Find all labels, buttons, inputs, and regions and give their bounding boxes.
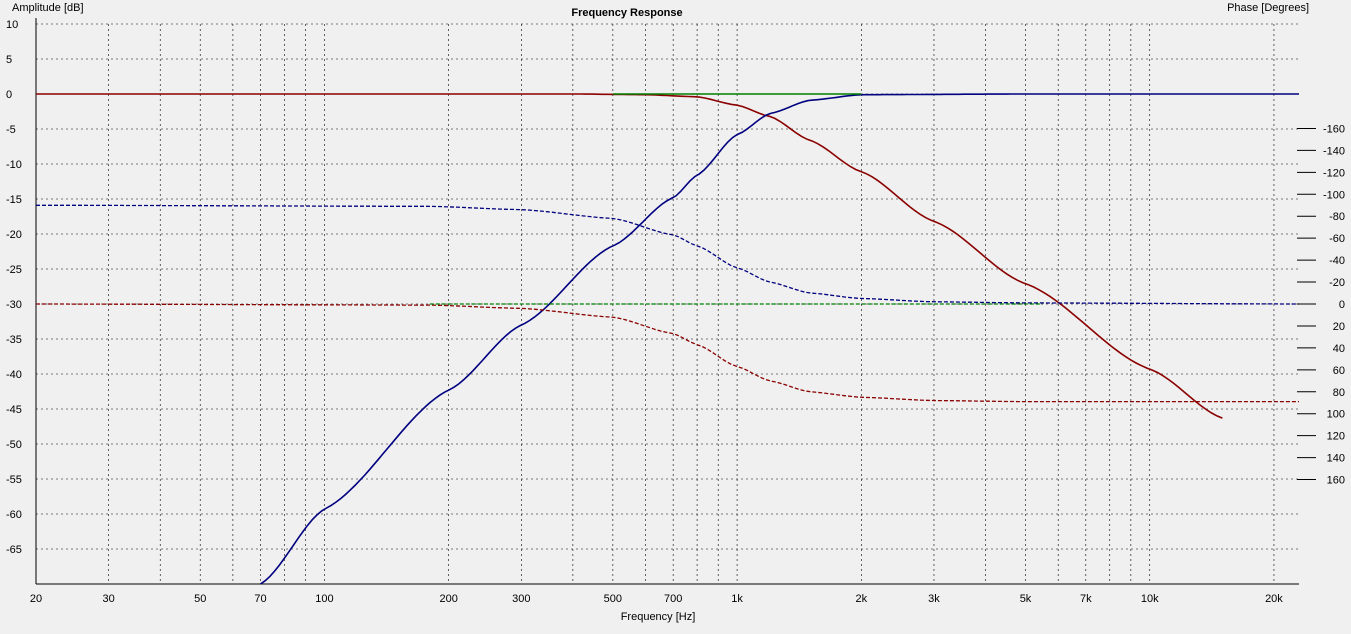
series-line-5 — [36, 204, 1299, 305]
y2-tick-label: 60 — [1333, 365, 1345, 377]
x-tick-label: 70 — [254, 593, 266, 605]
y-tick-label: -10 — [6, 159, 22, 171]
x-tick-label: 10k — [1141, 593, 1159, 605]
y2-tick-label: -140 — [1323, 145, 1345, 157]
y2-tick-label: 80 — [1333, 387, 1345, 399]
y-tick-label: -60 — [6, 509, 22, 521]
x-tick-label: 300 — [512, 593, 530, 605]
chart-title: Frequency Response — [571, 7, 682, 19]
y-tick-label: -55 — [6, 474, 22, 486]
y-axis-label: Amplitude [dB] — [12, 2, 84, 14]
y2-tick-label: -40 — [1329, 255, 1345, 267]
y-tick-label: -65 — [6, 544, 22, 556]
y2-tick-label: 160 — [1327, 475, 1345, 487]
y2-tick-label: 100 — [1327, 409, 1345, 421]
y-tick-label: -25 — [6, 264, 22, 276]
x-tick-label: 2k — [855, 593, 867, 605]
x-tick-label: 20 — [30, 593, 42, 605]
y-tick-label: 5 — [6, 54, 12, 66]
series-line-2 — [260, 93, 1299, 584]
x-tick-label: 5k — [1020, 593, 1032, 605]
x-tick-label: 100 — [315, 593, 333, 605]
y-tick-label: -35 — [6, 334, 22, 346]
x-tick-label: 3k — [928, 593, 940, 605]
y2-tick-label: -80 — [1329, 211, 1345, 223]
y2-tick-label: 20 — [1333, 321, 1345, 333]
y-tick-label: -30 — [6, 299, 22, 311]
y2-tick-label: -160 — [1323, 123, 1345, 135]
series-line-1 — [36, 93, 1223, 419]
y-tick-label: -5 — [6, 124, 16, 136]
y-tick-label: -15 — [6, 194, 22, 206]
y-tick-label: -45 — [6, 404, 22, 416]
y-tick-label: -40 — [6, 369, 22, 381]
x-tick-label: 700 — [664, 593, 682, 605]
y2-tick-label: 40 — [1333, 343, 1345, 355]
y2-tick-label: -100 — [1323, 189, 1345, 201]
x-tick-label: 30 — [103, 593, 115, 605]
x-tick-label: 20k — [1265, 593, 1283, 605]
tick-labels: 1050-5-10-15-20-25-30-35-40-45-50-55-60-… — [6, 19, 1345, 605]
y2-tick-label: 0 — [1339, 299, 1345, 311]
y2-tick-label: -60 — [1329, 233, 1345, 245]
x-tick-label: 50 — [194, 593, 206, 605]
y2-tick-label: 140 — [1327, 453, 1345, 465]
y-tick-label: -20 — [6, 229, 22, 241]
x-tick-label: 200 — [439, 593, 457, 605]
y-tick-label: 0 — [6, 89, 12, 101]
y2-axis-label: Phase [Degrees] — [1227, 2, 1309, 14]
x-axis-label: Frequency [Hz] — [621, 611, 696, 623]
y2-tick-label: -20 — [1329, 277, 1345, 289]
x-tick-label: 500 — [604, 593, 622, 605]
x-tick-label: 1k — [731, 593, 743, 605]
y2-tick-label: 120 — [1327, 431, 1345, 443]
series-layer — [36, 93, 1299, 584]
y-tick-label: 10 — [6, 19, 18, 31]
y-tick-label: -50 — [6, 439, 22, 451]
y2-tick-label: -120 — [1323, 167, 1345, 179]
grid — [35, 18, 1299, 585]
x-tick-label: 7k — [1080, 593, 1092, 605]
series-line-4 — [36, 303, 1299, 403]
